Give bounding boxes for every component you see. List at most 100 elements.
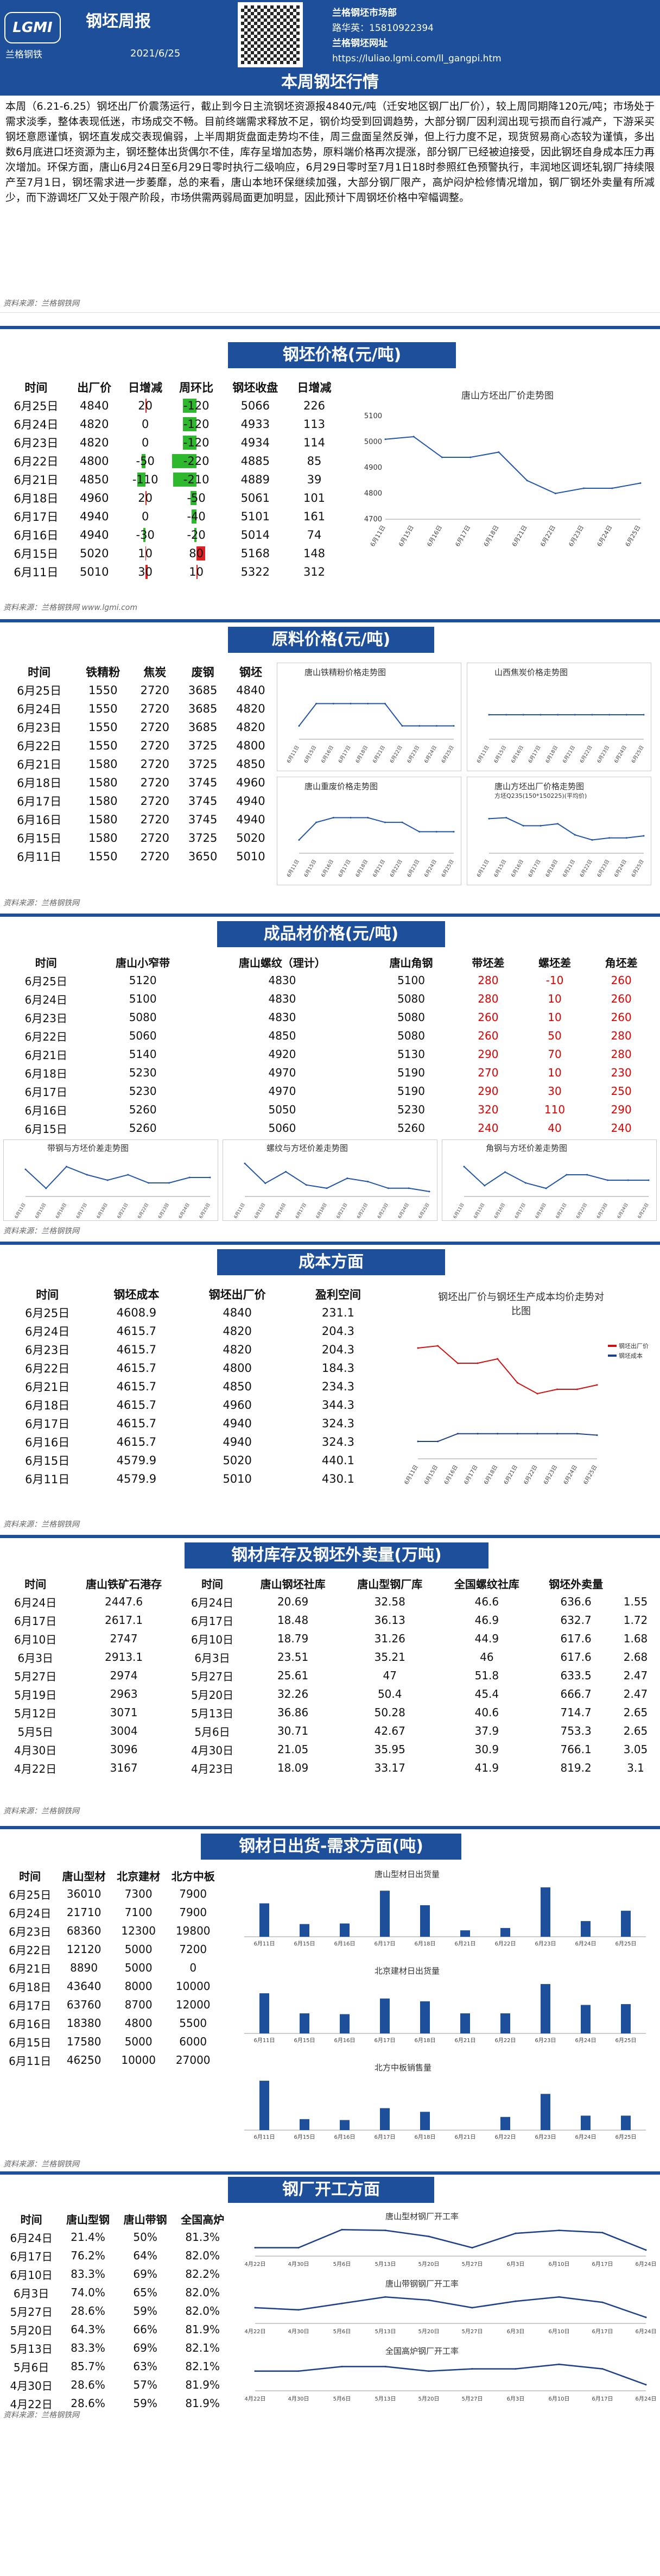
table-cell: 280 bbox=[588, 1026, 655, 1045]
cell-value: 4800 bbox=[236, 739, 265, 752]
cell-value: 6月24日 bbox=[14, 1596, 57, 1609]
table-cell: 4840 bbox=[181, 1303, 293, 1322]
cell-value: -110 bbox=[132, 473, 158, 486]
table-row: 6月23日 5080 4830 5080 260 10 260 bbox=[3, 1008, 655, 1026]
ops-title: 钢厂开工方面 bbox=[228, 2177, 434, 2203]
table-row: 6月15日 1580 2720 3725 5020 bbox=[3, 829, 275, 847]
ship-section: 钢材日出货-需求方面(吨) 时间 唐山型材 北京建材 北方中板 6月25日 36010 73… bbox=[0, 1826, 660, 2169]
cell-value: 260 bbox=[478, 1011, 499, 1024]
raw-mini-chart: 唐山方坯出厂价格走势图 方坯Q235(150*150225)(平均价) 6月11日 6… bbox=[467, 777, 651, 885]
mini-chart-title: 唐山方坯出厂价格走势图 bbox=[494, 782, 585, 791]
data-point bbox=[596, 1434, 598, 1436]
cell-value: 4840 bbox=[79, 399, 109, 412]
x-tick-label: 6月23日 bbox=[535, 1941, 556, 1947]
table-cell: 4850 bbox=[69, 470, 120, 489]
table-cell: 1580 bbox=[75, 792, 131, 810]
cell-value: 5月12日 bbox=[14, 1706, 57, 1720]
table-cell: 4月30日 bbox=[180, 1740, 244, 1759]
cell-value: 5010 bbox=[79, 565, 109, 578]
table-row: 6月18日 4960 20 -50 5061 101 bbox=[3, 489, 340, 507]
data-point bbox=[505, 817, 507, 819]
bar bbox=[581, 1921, 591, 1937]
table-cell: 5101 bbox=[222, 507, 289, 526]
table-cell: 10 bbox=[522, 1063, 588, 1082]
cell-value: 50.4 bbox=[377, 1687, 402, 1700]
cell-value: 66% bbox=[133, 2323, 157, 2336]
table-cell: 6月15日 bbox=[3, 544, 69, 563]
cell-value: 4940 bbox=[79, 510, 109, 523]
cell-value: 3725 bbox=[188, 758, 218, 771]
table-cell: 30.9 bbox=[439, 1740, 536, 1759]
data-point bbox=[418, 830, 421, 833]
cell-value: 6月10日 bbox=[10, 2268, 53, 2282]
cell-value: 46 bbox=[480, 1651, 494, 1664]
cell-value: 6月18日 bbox=[17, 777, 62, 790]
table-cell: 240 bbox=[455, 1119, 522, 1137]
cell-value: 6月17日 bbox=[17, 795, 62, 808]
cell-value: 1580 bbox=[88, 795, 118, 808]
table-cell: 6月11日 bbox=[3, 2051, 56, 2069]
site-url[interactable]: https://luliao.lgmi.com/ll_gangpi.htm bbox=[332, 53, 502, 64]
data-point bbox=[504, 1171, 506, 1173]
cell-value: 6月11日 bbox=[25, 1473, 70, 1486]
x-tick-label: 6月22日 bbox=[389, 859, 403, 878]
bar bbox=[541, 2094, 550, 2130]
table-cell: 2720 bbox=[131, 792, 179, 810]
bar bbox=[581, 2115, 591, 2130]
cell-value: 4820 bbox=[223, 1325, 252, 1338]
cell-value: 10 bbox=[548, 1066, 562, 1079]
bar bbox=[259, 2081, 269, 2130]
cell-value: 4579.9 bbox=[116, 1454, 157, 1467]
cell-value: 6月18日 bbox=[24, 1067, 67, 1080]
table-row: 6月16日 4940 -30 -20 5014 74 bbox=[3, 526, 340, 544]
cell-value: 20.69 bbox=[277, 1595, 309, 1608]
cell-value: 753.3 bbox=[560, 1724, 592, 1737]
table-cell: 36.13 bbox=[341, 1611, 439, 1629]
table-cell: 6月17日 bbox=[3, 1414, 91, 1433]
data-point bbox=[505, 714, 507, 716]
operating-rate-table: 时间 唐山型钢 唐山带钢 全国高炉 6月24日 21.4% 50% 81.3% 6月17日 76.… bbox=[3, 2209, 231, 2413]
table-cell: 5190 bbox=[367, 1063, 455, 1082]
column-header: 螺坯差 bbox=[538, 956, 571, 969]
cell-value: 12000 bbox=[175, 1998, 211, 2011]
bar bbox=[420, 2112, 430, 2130]
table-cell: 2974 bbox=[67, 1666, 180, 1685]
table-cell: 4940 bbox=[69, 507, 120, 526]
table-cell: 4820 bbox=[69, 415, 120, 433]
data-point bbox=[558, 2363, 560, 2365]
cell-value: 70 bbox=[548, 1048, 562, 1061]
shipment-table: 时间 唐山型材 北京建材 北方中板 6月25日 36010 7300 7900 6月24日 217… bbox=[3, 1866, 220, 2069]
data-point bbox=[168, 1182, 170, 1184]
table-cell: 43640 bbox=[56, 1977, 111, 1995]
table-cell: 2720 bbox=[131, 829, 179, 847]
table-cell: 632.7 bbox=[535, 1611, 617, 1629]
table-cell: 2720 bbox=[131, 810, 179, 829]
cell-value: 3004 bbox=[110, 1724, 138, 1737]
table-cell: 6月25日 bbox=[3, 1885, 56, 1903]
table-cell: 4889 bbox=[222, 470, 289, 489]
table-cell: 17580 bbox=[56, 2032, 111, 2051]
operating-rate-chart: 全国高炉钢厂开工率 4月22日 4月30日 5月6日 5月13日 5月20日 5月27日 6月… bbox=[233, 2344, 657, 2409]
cell-value: 39 bbox=[307, 473, 322, 486]
table-cell: 6月24日 bbox=[3, 1592, 67, 1611]
x-tick-label: 6月18日 bbox=[354, 859, 369, 878]
table-cell: 110 bbox=[522, 1100, 588, 1119]
table-cell: 2747 bbox=[67, 1629, 180, 1648]
table-cell: 290 bbox=[588, 1100, 655, 1119]
data-point bbox=[384, 438, 386, 440]
table-cell: 5230 bbox=[89, 1082, 197, 1100]
value-bar bbox=[194, 528, 196, 542]
cost-chart: 钢坯出厂价与钢坯生产成本均价走势对 比图 6月11日 6月15日 6月16日 6月17日… bbox=[391, 1285, 657, 1513]
x-tick-label: 6月23日 bbox=[596, 1202, 608, 1220]
cell-value: 6月23日 bbox=[17, 721, 62, 734]
x-tick-label: 6月24日 bbox=[596, 524, 614, 548]
cell-value: 44.9 bbox=[474, 1632, 499, 1645]
cell-value: 204.3 bbox=[321, 1325, 355, 1338]
table-cell: 4615.7 bbox=[91, 1377, 181, 1396]
cell-value: 82.1% bbox=[185, 2360, 220, 2373]
value-bar bbox=[137, 473, 145, 487]
table-cell: -120 bbox=[171, 396, 222, 415]
table-cell: 234.3 bbox=[293, 1377, 383, 1396]
column-header: 带坯差 bbox=[472, 956, 505, 969]
x-tick-label: 6月21日 bbox=[454, 2037, 475, 2044]
